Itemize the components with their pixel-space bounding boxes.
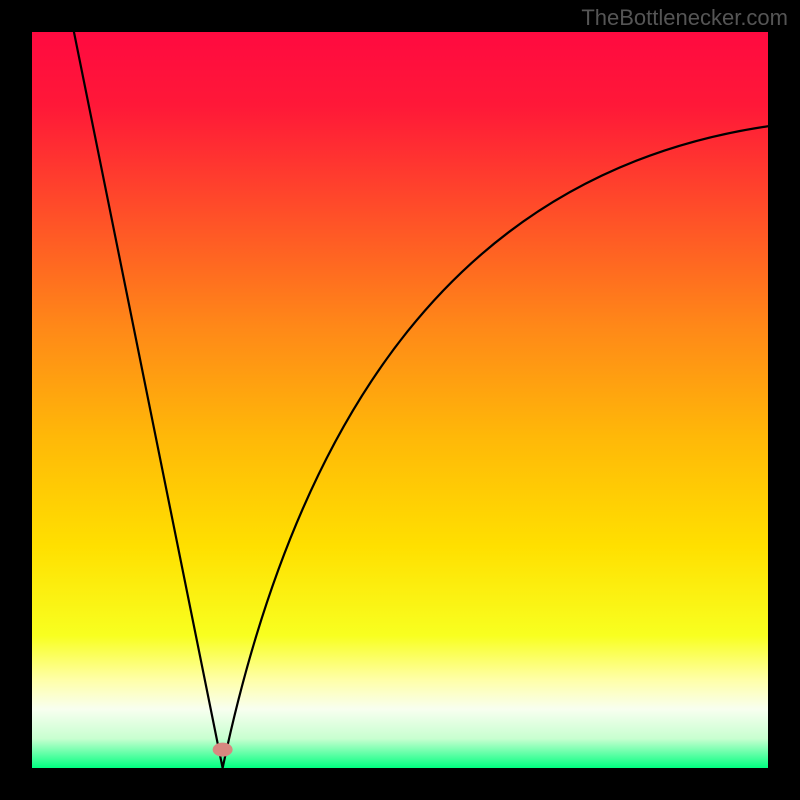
watermark-text: TheBottlenecker.com	[581, 5, 788, 31]
plot-svg	[32, 32, 768, 768]
optimal-point-marker	[213, 743, 233, 757]
gradient-background	[32, 32, 768, 768]
plot-area	[32, 32, 768, 768]
chart-container: TheBottlenecker.com	[0, 0, 800, 800]
